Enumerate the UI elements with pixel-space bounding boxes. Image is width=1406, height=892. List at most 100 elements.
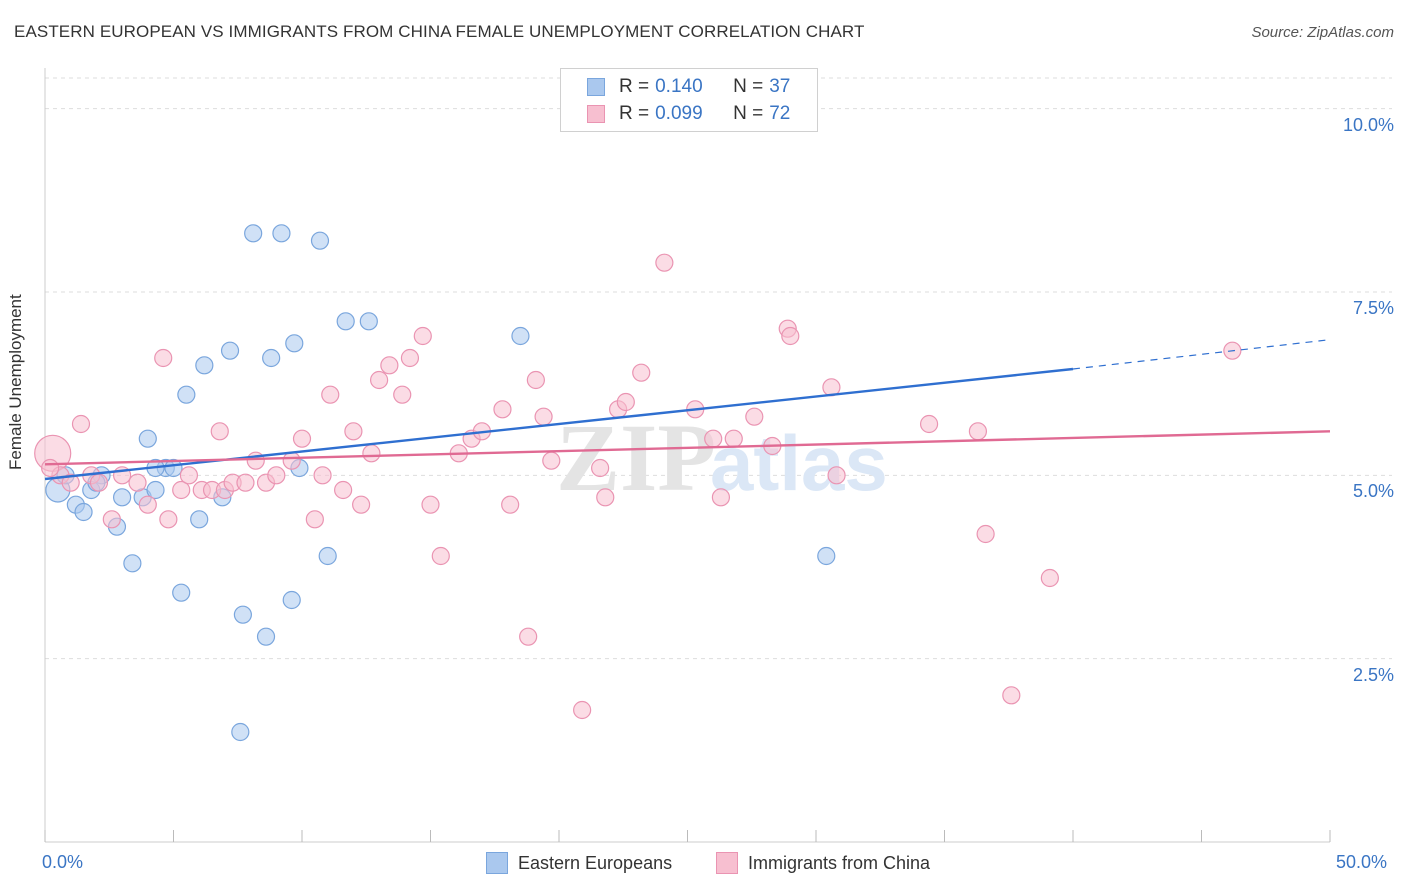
grid [45, 77, 1392, 660]
point-immigrants-china [267, 466, 286, 485]
point-eastern-european [177, 385, 196, 404]
series-legend: Eastern Europeans Immigrants from China [0, 852, 1406, 878]
point-immigrants-china [305, 510, 324, 529]
point-immigrants-china [370, 370, 389, 390]
point-eastern-european [359, 312, 378, 331]
point-eastern-european [256, 627, 276, 646]
point-eastern-european [233, 605, 252, 624]
point-immigrants-china [313, 466, 332, 485]
legend-label: Immigrants from China [748, 852, 931, 873]
point-immigrants-china [413, 326, 432, 346]
point-immigrants-china [282, 451, 301, 470]
point-immigrants-china [431, 546, 450, 566]
point-eastern-european [74, 502, 93, 522]
point-immigrants-china [344, 422, 363, 441]
point-eastern-european [511, 326, 530, 346]
trend-line-immigrants-china [44, 430, 1331, 466]
y-tick-label: 5.0% [1352, 481, 1394, 502]
legend-n-label: N = [733, 103, 764, 124]
legend-label: Eastern Europeans [518, 852, 673, 873]
y-tick-label: 2.5% [1352, 664, 1394, 685]
legend-n-value: 72 [769, 103, 791, 124]
point-immigrants-china [236, 473, 255, 492]
point-immigrants-china [745, 407, 764, 426]
point-immigrants-china [724, 429, 743, 448]
trend-line-eastern-european-projection [1072, 339, 1331, 370]
point-immigrants-china [976, 524, 995, 544]
point-eastern-european [262, 348, 281, 368]
chart-source: Source: ZipAtlas.com [1251, 24, 1394, 41]
point-immigrants-china [334, 480, 353, 500]
point-immigrants-china [1040, 568, 1059, 588]
point-immigrants-china [393, 385, 412, 404]
point-immigrants-china [102, 510, 121, 529]
point-eastern-european [231, 722, 250, 742]
point-immigrants-china [1002, 686, 1021, 705]
legend-swatch-pink [716, 852, 738, 874]
point-immigrants-china [711, 488, 731, 507]
x-tick-label-min: 0.0% [42, 852, 84, 872]
point-immigrants-china [400, 348, 420, 368]
legend-swatch-pink [587, 105, 605, 123]
legend-r-value: 0.140 [655, 76, 703, 97]
point-eastern-european [112, 488, 132, 507]
point-immigrants-china [362, 444, 381, 463]
legend-swatch-blue [587, 78, 605, 96]
point-immigrants-china [128, 473, 147, 492]
point-immigrants-china [493, 400, 512, 419]
legend-item-immigrants-china: Immigrants from China [716, 852, 930, 874]
point-immigrants-china [61, 473, 80, 492]
point-eastern-european [272, 224, 291, 243]
legend-n-label: N = [733, 76, 764, 97]
chart-title: EASTERN EUROPEAN VS IMMIGRANTS FROM CHIN… [14, 22, 865, 41]
point-immigrants-china [968, 422, 988, 441]
legend-row-eastern-european: R = 0.140 N = 37 [587, 76, 790, 98]
y-tick-label: 7.5% [1352, 298, 1394, 318]
point-immigrants-china [781, 326, 800, 346]
point-eastern-european [336, 312, 355, 331]
point-immigrants-china [596, 488, 615, 507]
point-immigrants-china [519, 627, 538, 646]
point-immigrants-china [542, 451, 561, 470]
point-eastern-european [138, 429, 157, 448]
point-eastern-european [285, 334, 304, 353]
legend-row-china: R = 0.099 N = 72 [587, 103, 790, 125]
point-immigrants-china [919, 414, 939, 434]
legend-r-label: R = [619, 103, 650, 124]
point-eastern-european [190, 510, 209, 529]
point-eastern-european [146, 480, 165, 500]
point-eastern-european [220, 341, 240, 360]
point-immigrants-china [573, 700, 592, 720]
point-eastern-european [310, 231, 330, 250]
trend-lines [44, 339, 1331, 481]
legend-r-value: 0.099 [655, 103, 703, 124]
point-eastern-european [244, 224, 263, 243]
point-immigrants-china [159, 510, 178, 529]
y-axis-label: Female Unemployment [6, 294, 25, 470]
point-immigrants-china [616, 392, 635, 412]
point-eastern-european [123, 554, 142, 573]
data-points [34, 224, 1242, 742]
point-eastern-european [282, 590, 301, 610]
point-immigrants-china [172, 480, 191, 500]
point-immigrants-china [154, 348, 173, 368]
point-immigrants-china [41, 458, 60, 478]
point-immigrants-china [210, 422, 229, 441]
y-tick-label: 10.0% [1342, 114, 1394, 135]
watermark-zip: ZIP [556, 404, 716, 511]
x-tick-label-max: 50.0% [1336, 852, 1388, 872]
correlation-legend: R = 0.140 N = 37 R = 0.099 N = 72 [560, 68, 818, 132]
point-immigrants-china [292, 429, 312, 448]
point-eastern-european [318, 546, 337, 566]
legend-n-value: 37 [769, 76, 791, 97]
point-immigrants-china [501, 495, 520, 514]
point-immigrants-china [421, 495, 440, 514]
legend-r-label: R = [619, 76, 650, 97]
point-immigrants-china [591, 458, 610, 478]
point-immigrants-china [89, 473, 109, 492]
point-immigrants-china [827, 466, 846, 485]
point-immigrants-china [704, 429, 723, 448]
point-immigrants-china [632, 363, 651, 382]
point-immigrants-china [655, 253, 674, 272]
